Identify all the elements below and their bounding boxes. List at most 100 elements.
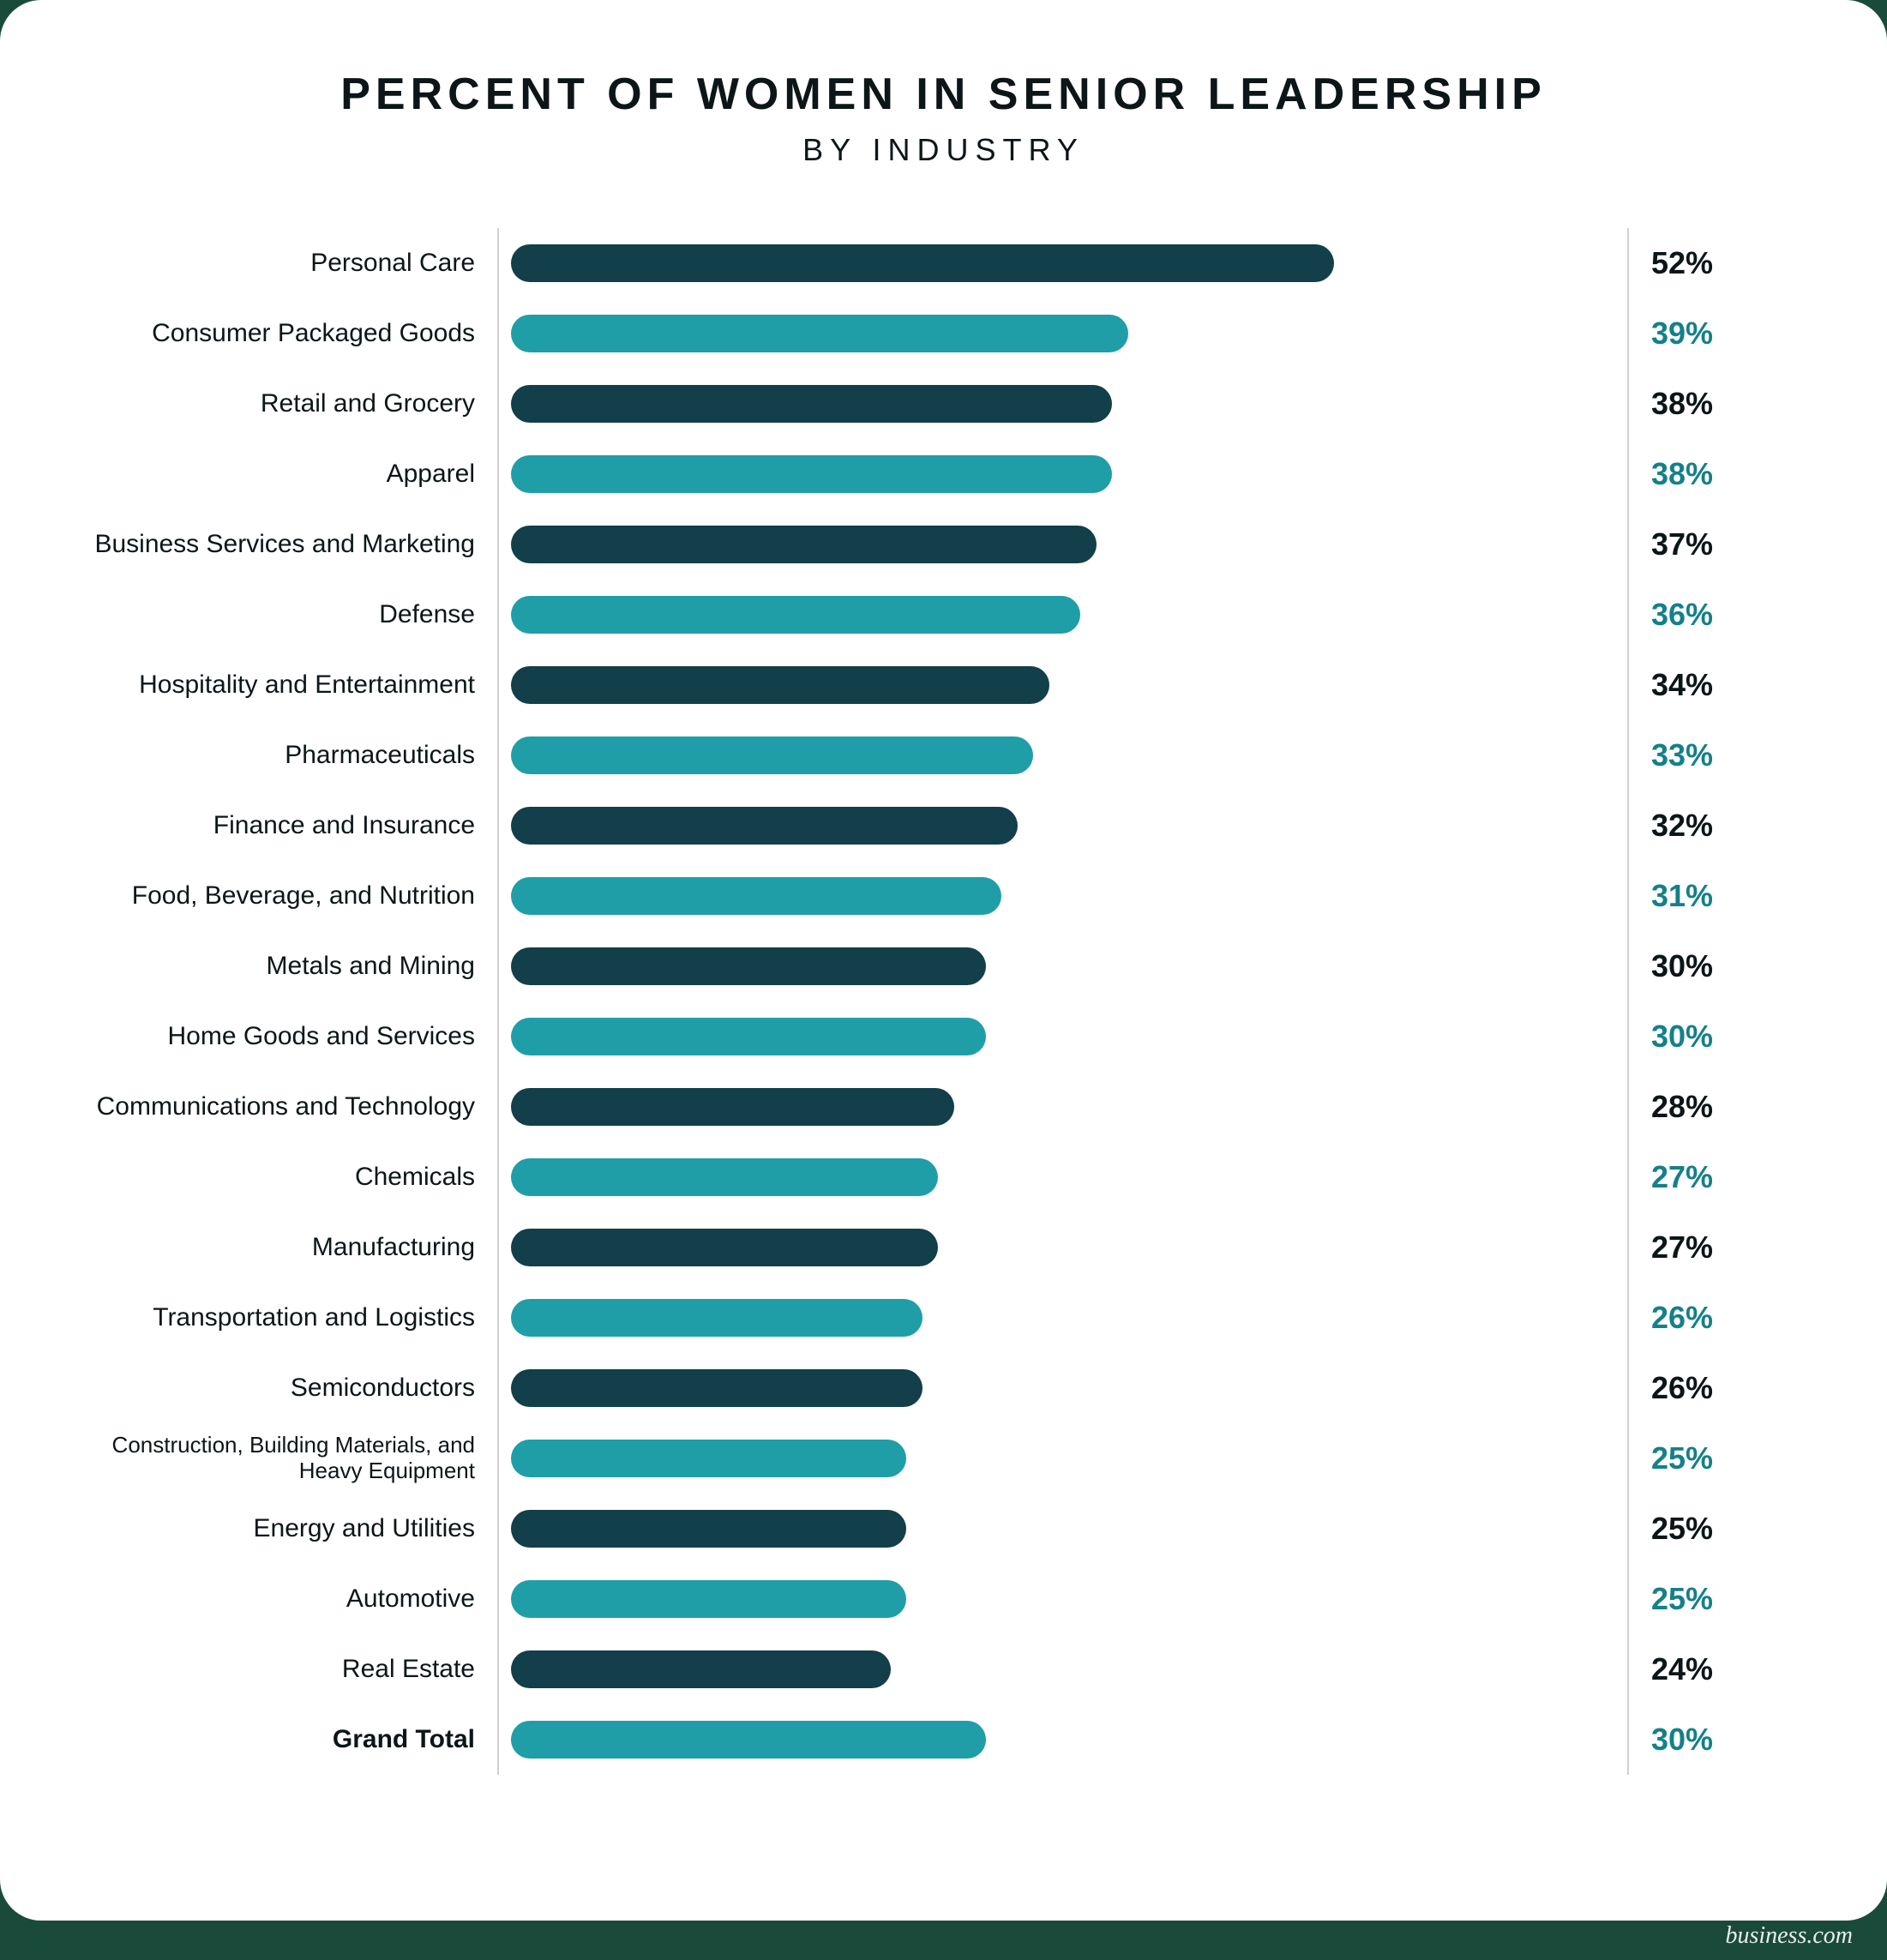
row-label: Retail and Grocery <box>69 389 497 419</box>
row-value: 32% <box>1629 808 1783 844</box>
bar <box>511 1721 986 1759</box>
bar <box>511 1440 906 1477</box>
row-label: Business Services and Marketing <box>69 530 497 560</box>
row-value: 27% <box>1629 1230 1783 1266</box>
bar <box>511 385 1112 423</box>
bar-zone <box>497 1634 1629 1704</box>
bar-zone <box>497 1142 1629 1212</box>
bar-zone <box>497 580 1629 650</box>
infographic-card: PERCENT OF WOMEN IN SENIOR LEADERSHIP BY… <box>0 0 1887 1921</box>
bar <box>511 807 1018 845</box>
bar <box>511 877 1001 915</box>
row-label: Real Estate <box>69 1655 497 1685</box>
chart-row: Defense 36% <box>69 580 1818 650</box>
bar-zone <box>497 931 1629 1001</box>
row-value: 36% <box>1629 597 1783 633</box>
bar <box>511 244 1334 282</box>
bar <box>511 455 1112 493</box>
row-label: Consumer Packaged Goods <box>69 319 497 349</box>
bar-chart: Personal Care52%Consumer Packaged Goods3… <box>69 228 1818 1775</box>
row-label: Manufacturing <box>69 1233 497 1263</box>
row-value: 30% <box>1629 1019 1783 1055</box>
bar <box>511 1369 922 1407</box>
row-value: 30% <box>1629 948 1783 984</box>
bar <box>511 1088 954 1126</box>
row-value: 38% <box>1629 386 1783 422</box>
bar <box>511 315 1128 352</box>
row-label: Hospitality and Entertainment <box>69 670 497 700</box>
bar-zone <box>497 1494 1629 1564</box>
chart-row: Automotive 25% <box>69 1564 1818 1634</box>
row-label: Home Goods and Services <box>69 1022 497 1052</box>
chart-title: PERCENT OF WOMEN IN SENIOR LEADERSHIP <box>69 69 1818 120</box>
bar-zone <box>497 509 1629 580</box>
row-label: Chemicals <box>69 1163 497 1193</box>
bar-zone <box>497 791 1629 861</box>
row-label: Construction, Building Materials, and He… <box>69 1433 497 1484</box>
bar-zone <box>497 1212 1629 1283</box>
row-label: Communications and Technology <box>69 1092 497 1122</box>
chart-row: Chemicals27% <box>69 1142 1818 1212</box>
chart-row: Manufacturing 27% <box>69 1212 1818 1283</box>
row-value: 38% <box>1629 456 1783 492</box>
chart-row: Apparel 38% <box>69 439 1818 509</box>
row-value: 28% <box>1629 1089 1783 1125</box>
bar <box>511 1650 891 1688</box>
row-label: Grand Total <box>69 1725 497 1755</box>
bar <box>511 596 1080 634</box>
bar-zone <box>497 1283 1629 1353</box>
chart-row: Energy and Utilities 25% <box>69 1494 1818 1564</box>
bar <box>511 1580 906 1618</box>
chart-row: Transportation and Logistics 26% <box>69 1283 1818 1353</box>
source-credit: business.com <box>1725 1922 1853 1950</box>
row-label: Transportation and Logistics <box>69 1303 497 1333</box>
row-value: 25% <box>1629 1581 1783 1617</box>
row-value: 34% <box>1629 667 1783 703</box>
row-value: 52% <box>1629 245 1783 281</box>
bar-zone <box>497 1564 1629 1634</box>
row-label: Personal Care <box>69 249 497 279</box>
chart-row: Personal Care 52% <box>69 228 1818 298</box>
row-value: 26% <box>1629 1300 1783 1336</box>
bar-zone <box>497 369 1629 439</box>
bar-zone <box>497 439 1629 509</box>
bar-zone <box>497 1001 1629 1072</box>
bar-zone <box>497 1423 1629 1494</box>
row-value: 25% <box>1629 1511 1783 1547</box>
row-label: Defense <box>69 600 497 630</box>
row-value: 30% <box>1629 1722 1783 1758</box>
row-value: 33% <box>1629 737 1783 773</box>
row-label: Pharmaceuticals <box>69 741 497 771</box>
bar <box>511 1229 938 1266</box>
chart-row: Grand Total 30% <box>69 1704 1818 1775</box>
chart-row: Semiconductors 26% <box>69 1353 1818 1423</box>
chart-row: Home Goods and Services 30% <box>69 1001 1818 1072</box>
bar <box>511 666 1049 704</box>
row-value: 24% <box>1629 1651 1783 1687</box>
row-label: Automotive <box>69 1584 497 1614</box>
row-value: 37% <box>1629 526 1783 562</box>
chart-row: Pharmaceuticals 33% <box>69 720 1818 791</box>
chart-row: Metals and Mining 30% <box>69 931 1818 1001</box>
row-value: 26% <box>1629 1370 1783 1406</box>
row-value: 31% <box>1629 878 1783 914</box>
chart-row: Consumer Packaged Goods39% <box>69 298 1818 369</box>
bar-zone <box>497 1072 1629 1142</box>
bar <box>511 1158 938 1196</box>
bar-zone <box>497 720 1629 791</box>
row-label: Energy and Utilities <box>69 1514 497 1544</box>
row-label: Apparel <box>69 460 497 490</box>
row-value: 25% <box>1629 1440 1783 1476</box>
bar <box>511 1510 906 1548</box>
bar <box>511 1299 922 1337</box>
chart-row: Finance and Insurance32% <box>69 791 1818 861</box>
chart-row: Business Services and Marketing 37% <box>69 509 1818 580</box>
row-label: Food, Beverage, and Nutrition <box>69 881 497 911</box>
row-label: Metals and Mining <box>69 952 497 982</box>
chart-row: Real Estate 24% <box>69 1634 1818 1704</box>
chart-row: Food, Beverage, and Nutrition 31% <box>69 861 1818 931</box>
bar-zone <box>497 298 1629 369</box>
chart-row: Retail and Grocery 38% <box>69 369 1818 439</box>
chart-row: Hospitality and Entertainment 34% <box>69 650 1818 720</box>
row-label: Semiconductors <box>69 1374 497 1404</box>
